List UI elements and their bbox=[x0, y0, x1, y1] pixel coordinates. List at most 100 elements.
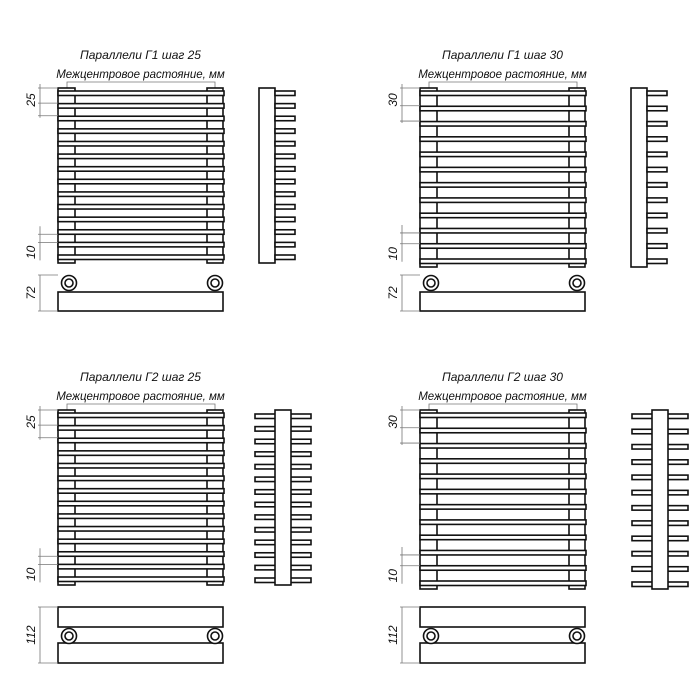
left-collector bbox=[57, 409, 76, 586]
panel-title: Параллели Г1 шаг 25 bbox=[80, 48, 201, 62]
front-bar bbox=[419, 227, 587, 234]
front-bar bbox=[419, 503, 587, 510]
panel-subtitle: Межцентровое растояние, мм bbox=[418, 391, 587, 403]
side-view-fin bbox=[646, 166, 668, 173]
step-dimension-label: 25 bbox=[24, 93, 38, 108]
right-collector bbox=[206, 87, 224, 264]
side-view-fin bbox=[274, 102, 296, 109]
center-distance-dimension bbox=[66, 403, 216, 410]
right-collector bbox=[568, 409, 586, 590]
side-view-fin bbox=[646, 258, 668, 265]
pipe-inner-icon bbox=[210, 631, 220, 641]
side-view-fin bbox=[274, 178, 296, 185]
step-dimension-label: 30 bbox=[386, 93, 400, 107]
side-view-fin bbox=[274, 90, 296, 97]
panel-title: Параллели Г1 шаг 30 bbox=[442, 48, 563, 62]
front-bar bbox=[419, 519, 587, 526]
front-bar bbox=[57, 153, 225, 160]
front-bar bbox=[419, 212, 587, 219]
front-bar bbox=[419, 412, 587, 419]
right-collector bbox=[206, 409, 224, 586]
depth-dimension-label: 112 bbox=[386, 625, 400, 644]
front-bar bbox=[419, 166, 587, 173]
panel-g2-step-25: Параллели Г2 шаг 25 Межцентровое растояни… bbox=[24, 370, 312, 664]
pipe-inner-icon bbox=[64, 278, 74, 288]
depth-dimension-label: 112 bbox=[24, 625, 38, 644]
front-bar bbox=[419, 580, 587, 587]
side-view-fin bbox=[274, 153, 296, 160]
side-view-fin bbox=[646, 197, 668, 204]
pipe-inner-icon bbox=[572, 278, 582, 288]
bottom-view-bar bbox=[419, 606, 586, 628]
pipe-inner-icon bbox=[64, 631, 74, 641]
panel-g1-step-25: Параллели Г1 шаг 25 Межцентровое растояни… bbox=[24, 48, 296, 312]
front-bar bbox=[57, 178, 225, 185]
step-dimension bbox=[38, 84, 58, 118]
front-bar bbox=[419, 151, 587, 158]
front-bar bbox=[57, 128, 225, 135]
side-view-collector bbox=[651, 409, 669, 590]
front-bar bbox=[419, 473, 587, 480]
gap-dimension-label: 10 bbox=[24, 567, 38, 581]
depth-dimension bbox=[400, 606, 420, 664]
front-bar bbox=[57, 228, 225, 236]
front-bar bbox=[57, 563, 225, 570]
panel-g2-step-30: Параллели Г2 шаг 30 Межцентровое растояни… bbox=[386, 370, 689, 664]
side-view-fin bbox=[646, 227, 668, 234]
center-distance-dimension bbox=[428, 403, 578, 410]
step-dimension bbox=[400, 406, 420, 446]
pipe-inner-icon bbox=[426, 278, 436, 288]
side-view-fin bbox=[646, 90, 668, 97]
front-bar bbox=[57, 424, 225, 431]
front-bar bbox=[57, 437, 225, 444]
left-collector bbox=[419, 87, 438, 268]
gap-dimension bbox=[400, 546, 420, 584]
step-dimension-label: 25 bbox=[24, 415, 38, 430]
pipe-inner-icon bbox=[572, 631, 582, 641]
side-view-fin bbox=[274, 241, 296, 248]
side-view-fin bbox=[646, 212, 668, 219]
gap-dimension bbox=[400, 224, 420, 262]
front-bar bbox=[57, 165, 225, 172]
side-view-fin bbox=[646, 105, 668, 112]
side-view-collector bbox=[274, 409, 292, 586]
front-bar bbox=[419, 458, 587, 465]
front-bar bbox=[419, 488, 587, 495]
depth-dimension-label: 72 bbox=[386, 286, 400, 300]
front-bar bbox=[419, 120, 587, 127]
front-bar bbox=[419, 258, 587, 265]
depth-dimension bbox=[38, 606, 58, 664]
front-bar bbox=[57, 191, 225, 198]
front-bar bbox=[57, 576, 225, 583]
front-bar bbox=[57, 115, 225, 122]
front-bar bbox=[57, 216, 225, 223]
front-bar bbox=[57, 102, 225, 109]
left-collector bbox=[419, 409, 438, 590]
gap-dimension bbox=[38, 226, 58, 261]
side-view-fin bbox=[274, 165, 296, 172]
panel-subtitle: Межцентровое растояние, мм bbox=[56, 69, 225, 81]
panel-title: Параллели Г2 шаг 30 bbox=[442, 370, 563, 384]
front-bar bbox=[419, 534, 587, 541]
front-bar bbox=[419, 549, 587, 556]
depth-dimension bbox=[38, 274, 58, 312]
center-distance-dimension bbox=[66, 81, 216, 88]
side-view-fin bbox=[274, 140, 296, 147]
front-bar bbox=[57, 412, 225, 419]
bottom-view-bar bbox=[57, 291, 224, 312]
side-view-collector bbox=[258, 87, 276, 264]
front-bar bbox=[57, 254, 225, 261]
gap-dimension bbox=[38, 548, 58, 583]
front-bar bbox=[57, 450, 225, 457]
front-bar bbox=[419, 197, 587, 204]
gap-dimension-label: 10 bbox=[386, 247, 400, 261]
front-bar bbox=[419, 181, 587, 188]
front-bar bbox=[57, 90, 225, 97]
front-bar bbox=[57, 475, 225, 482]
front-bar bbox=[57, 500, 225, 507]
front-bar bbox=[419, 136, 587, 143]
front-bar bbox=[419, 564, 587, 572]
side-view-fin bbox=[274, 254, 296, 261]
step-dimension bbox=[38, 406, 58, 440]
